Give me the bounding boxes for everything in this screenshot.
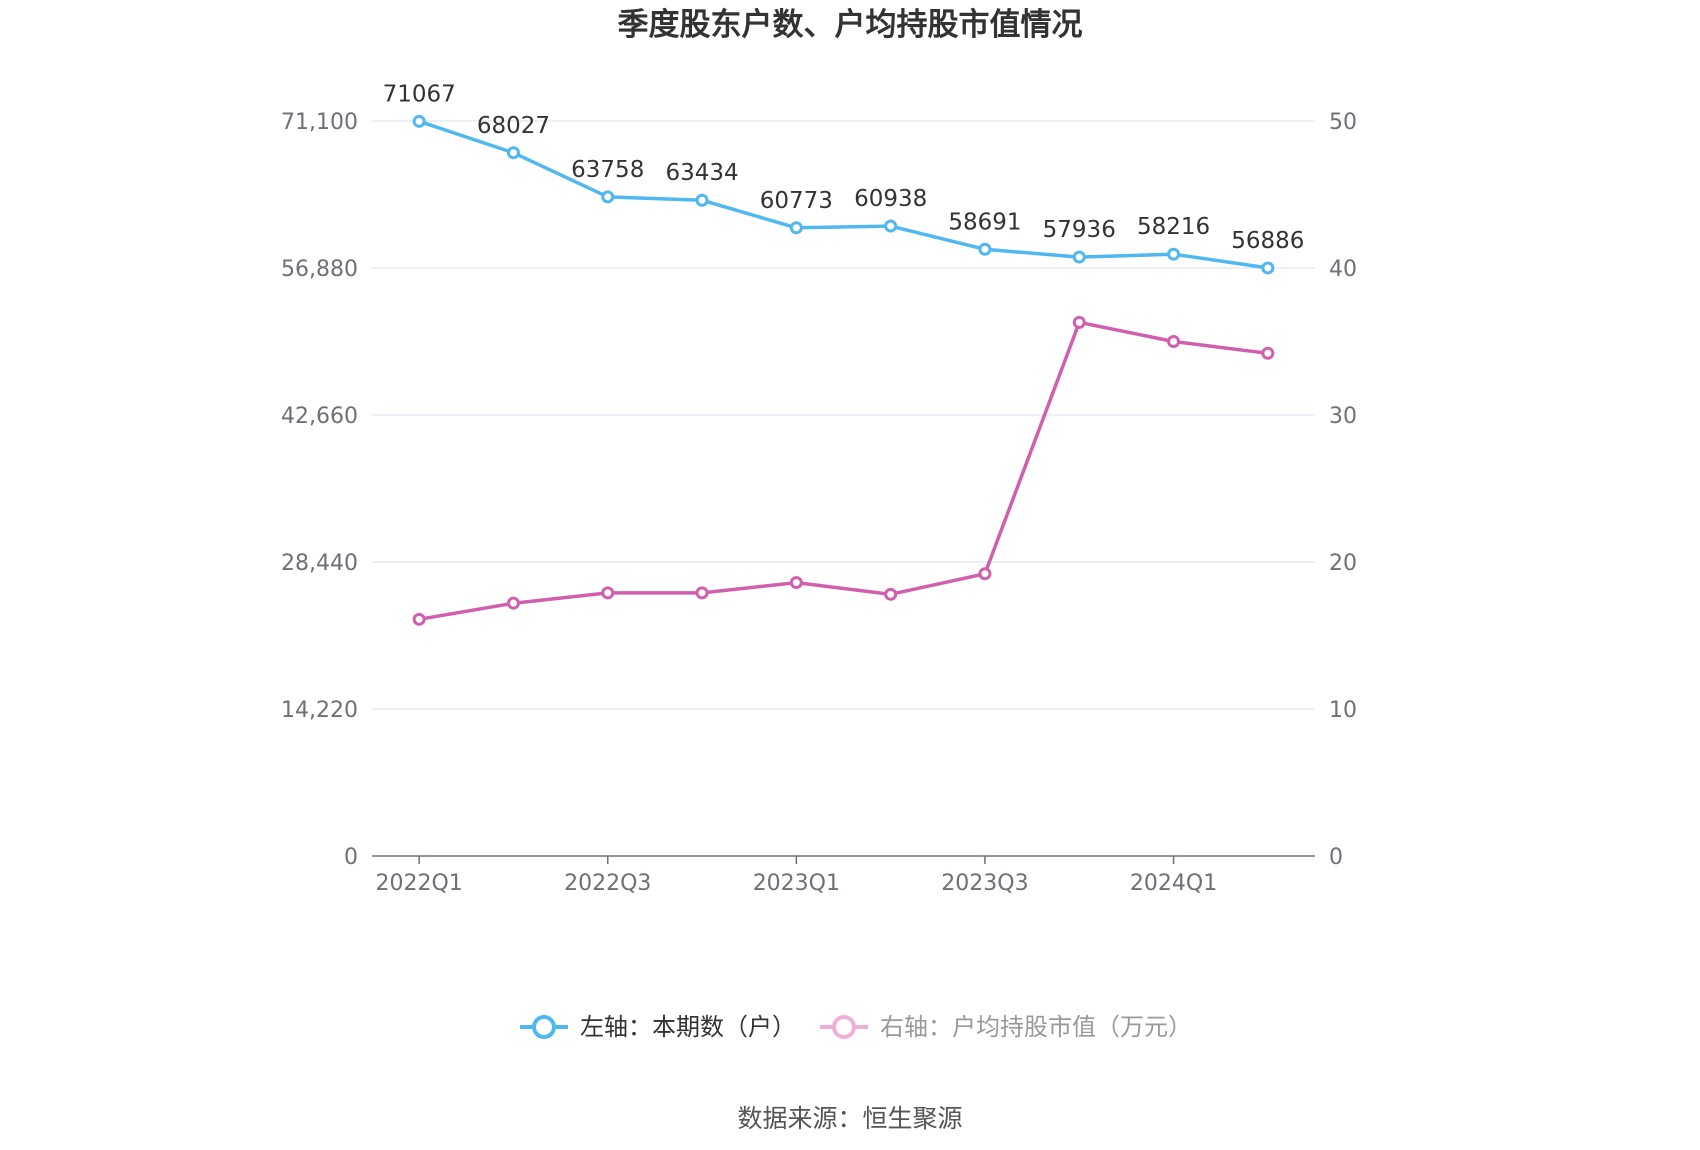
x-axis-tick-label: 2023Q3: [941, 871, 1028, 896]
shareholder-count-point[interactable]: [601, 190, 615, 204]
shareholder-count-point[interactable]: [884, 219, 898, 233]
left-axis-tick-label: 42,660: [281, 404, 358, 429]
avg-holding-value-point[interactable]: [978, 567, 992, 581]
avg-holding-value-point[interactable]: [412, 612, 426, 626]
avg-holding-value-point[interactable]: [1167, 335, 1181, 348]
series-layer: [412, 114, 1275, 626]
right-axis-tick-label: 20: [1329, 551, 1357, 576]
left-axis-tick-label: 28,440: [281, 551, 358, 576]
shareholder-count-data-label: 60938: [854, 186, 927, 212]
legend-left-label: 左轴：本期数（户）: [580, 1013, 796, 1041]
shareholder-count-point[interactable]: [412, 114, 426, 128]
legend-right-label: 右轴：户均持股市值（万元）: [880, 1013, 1192, 1041]
right-axis-tick-label: 40: [1329, 257, 1357, 282]
left-axis-tick-label: 56,880: [281, 257, 358, 282]
shareholder-count-point[interactable]: [1072, 250, 1086, 264]
right-axis-tick-label: 10: [1329, 698, 1357, 723]
shareholder-count-data-label: 56886: [1231, 228, 1304, 254]
shareholder-count-line: [418, 119, 1269, 270]
legend-item-right-axis[interactable]: 右轴：户均持股市值（万元）: [820, 1013, 1192, 1041]
avg-holding-value-point[interactable]: [789, 576, 803, 590]
chart-title: 季度股东户数、户均持股市值情况: [618, 7, 1083, 43]
legend-item-left-axis[interactable]: 左轴：本期数（户）: [520, 1013, 796, 1041]
shareholder-count-data-label: 58216: [1137, 214, 1210, 240]
right-axis-tick-label: 30: [1329, 404, 1357, 429]
left-axis-tick-label: 71,100: [281, 110, 358, 135]
legend-left-circle-icon: [532, 1015, 556, 1039]
avg-holding-value-point[interactable]: [695, 586, 709, 600]
axes: 0 0 14,220 10 28,440 20 42,660 30 56,880 40 71,100…: [281, 110, 1357, 896]
shareholder-count-point[interactable]: [695, 193, 709, 207]
shareholder-count-point[interactable]: [1261, 261, 1275, 275]
x-axis-tick-label: 2023Q1: [753, 871, 840, 896]
x-axis-tick-label: 2022Q3: [564, 871, 651, 896]
shareholder-count-data-label: 63758: [571, 157, 644, 183]
avg-holding-value-point[interactable]: [506, 596, 520, 610]
grid-lines: [372, 120, 1315, 710]
shareholder-count-data-label: 68027: [477, 113, 550, 139]
shareholder-count-data-label: 58691: [948, 209, 1021, 235]
shareholder-count-data-label: 63434: [665, 160, 738, 186]
left-axis-tick-label: 0: [344, 845, 358, 870]
shareholder-count-point[interactable]: [1167, 247, 1181, 261]
avg-holding-value-point[interactable]: [1261, 346, 1275, 360]
shareholder-count-point[interactable]: [978, 242, 992, 256]
right-axis-tick-label: 50: [1329, 110, 1357, 135]
x-axis-tick-label: 2022Q1: [375, 871, 462, 896]
shareholder-count-data-label: 60773: [760, 188, 833, 214]
shareholder-count-data-label: 71067: [383, 81, 456, 107]
shareholder-count-data-label: 57936: [1043, 217, 1116, 243]
avg-holding-value-point[interactable]: [884, 587, 898, 601]
shareholder-count-point[interactable]: [506, 146, 520, 160]
shareholder-count-point[interactable]: [789, 221, 803, 235]
left-axis-tick-label: 14,220: [281, 698, 358, 723]
avg-holding-value-line: [418, 320, 1269, 622]
x-axis-tick-label: 2024Q1: [1130, 871, 1217, 896]
legend: 左轴：本期数（户） 右轴：户均持股市值（万元）: [520, 1013, 1192, 1041]
avg-holding-value-point[interactable]: [1072, 315, 1086, 329]
avg-holding-value-point[interactable]: [601, 586, 615, 600]
legend-right-circle-icon: [832, 1015, 856, 1039]
data-labels: 71067 68027 63758 63434 60773 60938 58691 57936…: [383, 81, 1305, 254]
data-source: 数据来源：恒生聚源: [737, 1104, 962, 1133]
right-axis-tick-label: 0: [1329, 845, 1343, 870]
